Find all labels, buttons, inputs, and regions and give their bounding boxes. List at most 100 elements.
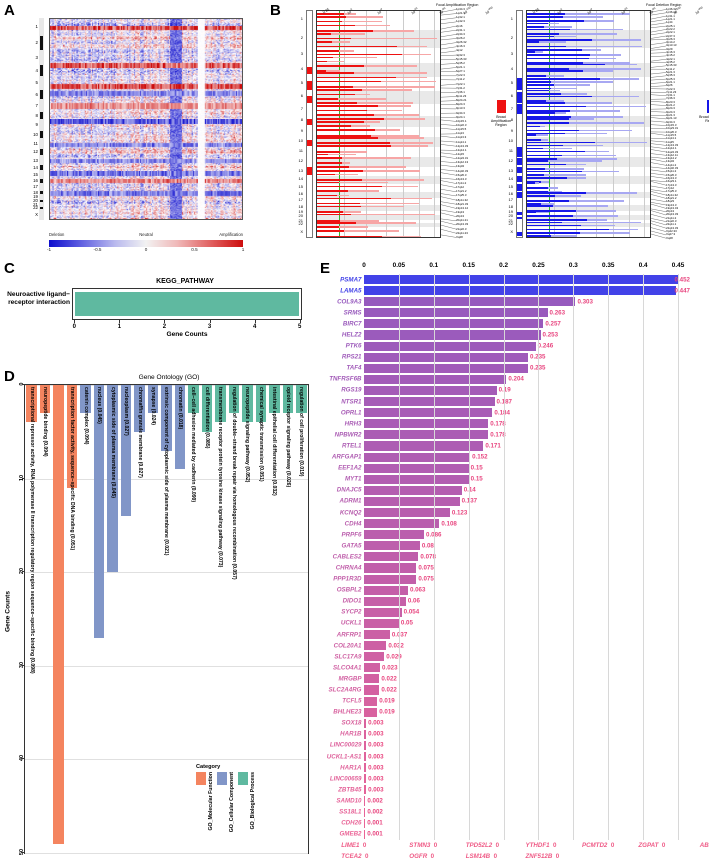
cytoband-label: 7q11.2 [456, 77, 465, 82]
gene-score-row: BIRC7 0.257 [343, 318, 692, 329]
gistic-peak [527, 87, 577, 90]
gene-name-label: OPRL1 [340, 409, 362, 417]
chromosome-label-3: 3 [35, 54, 38, 60]
gistic-peak [527, 200, 625, 202]
gene-score-bar [364, 585, 408, 595]
gistic-peak [527, 154, 616, 157]
gistic-peak-core [527, 33, 560, 35]
chrom-label-19: 19 [298, 208, 303, 214]
gistic-peak [527, 84, 591, 87]
chrom-label-21: 21 [298, 217, 303, 223]
go-legend-swatch [238, 772, 248, 785]
chromosome-label-7: 7 [35, 102, 38, 108]
cytoband-label: 17q25.3 [456, 193, 467, 198]
go-bar-label: neuropeptide binding (0.094) [42, 387, 49, 457]
gene-score-value: 0.003 [368, 753, 384, 761]
gene-score-value: 0.123 [451, 509, 468, 517]
gistic-peak [527, 35, 577, 38]
chromosome-label-5: 5 [35, 80, 38, 86]
gene-score-bar [364, 352, 528, 362]
gistic-peak-core [527, 87, 551, 90]
gene-score-row: MYT1 0.15 [345, 474, 692, 485]
cytoband-label: Xq28 [456, 234, 463, 239]
cytoband-label: 12q24.31 [456, 156, 469, 161]
gistic-peak-core [317, 65, 365, 67]
gistic-peak [527, 224, 615, 227]
gistic-peak-core [527, 13, 565, 15]
gistic-peak [527, 110, 621, 112]
gistic-peak [317, 194, 350, 197]
gene-score-bar [364, 430, 489, 440]
gene-score-bar [364, 763, 367, 773]
cytoband-label: 9q34.3 [666, 119, 675, 124]
chrom-label-4: 4 [300, 66, 303, 72]
gistic-peak-core [527, 68, 569, 71]
go-grid-line [25, 759, 308, 761]
gene-score-row: NPBWR2 0.178 [335, 429, 692, 440]
cytoband-label: 6q26 [666, 83, 673, 88]
go-bar-rect [242, 385, 253, 423]
chromosome-label-16: 16 [33, 178, 38, 184]
gistic-peak-core [527, 118, 570, 121]
gistic-peak [527, 186, 558, 189]
go-bar-label: cell−cell adhesion mediated by cadherin … [190, 387, 197, 503]
cytoband-label: 12q14.1 [456, 147, 467, 152]
cytoband-label: 16p13.3 [666, 176, 677, 181]
gene-score-value: 0.263 [549, 309, 566, 317]
go-legend: Category GO_Molecular Function GO_Cellula… [196, 764, 308, 832]
gistic-peak-core [527, 100, 547, 102]
cytoband-label: 22q13.33 [666, 225, 679, 230]
kegg-x-tick: 3 [207, 324, 212, 330]
cytoband-label: Xq27.3 [666, 232, 676, 237]
gistic-peak-core [317, 170, 363, 172]
zero-gene-entry: PCMTD2 0 [582, 842, 614, 849]
chrom-label-20: 20 [508, 213, 513, 219]
gene-name-label: TNFRSF6B [329, 375, 362, 383]
gene-name-label: BHLHE23 [333, 708, 362, 716]
cytoband-label: 18q21.2 [666, 195, 677, 200]
gistic-peak-core [317, 60, 328, 63]
gistic-peak [317, 120, 381, 123]
gistic-peak [527, 105, 646, 108]
gene-score-x-tick: 0 [362, 262, 366, 269]
chrom-label-9: 9 [510, 127, 513, 133]
gene-score-value: 0.003 [368, 775, 384, 783]
chromosome-label-4: 4 [35, 67, 38, 73]
chromosome-label-9: 9 [35, 122, 38, 128]
gene-score-value: 0.257 [545, 320, 561, 328]
zero-gene-entry: ZNF512B 0 [526, 853, 560, 860]
gene-score-value: 0.023 [382, 664, 398, 672]
go-bar-rect [296, 385, 307, 414]
gistic-peak [317, 162, 351, 165]
gistic-peak [317, 40, 351, 43]
cytoband-label: 10q23.31 [666, 126, 679, 131]
amplification-ideogram [306, 10, 313, 238]
kegg-tick-mark [254, 320, 256, 323]
gistic-peak-core [317, 179, 362, 181]
zero-gene-value: 0 [610, 842, 615, 849]
cytoband-label: 8q24.3 [456, 102, 465, 107]
chromosome-band [317, 223, 440, 228]
cytoband-label: 5p15.33 [456, 56, 467, 61]
gene-score-bar [364, 696, 378, 706]
cytoband-label: 13q34 [456, 164, 465, 169]
chromosome-label-X: X [35, 212, 38, 218]
gene-score-bar [364, 541, 420, 551]
gistic-peak [527, 39, 641, 42]
gistic-peak [527, 177, 586, 180]
go-bar-rect [107, 385, 118, 573]
cytoband-label: 2q22.1 [666, 30, 675, 35]
gistic-peak-core [527, 192, 587, 194]
gistic-peak [527, 221, 641, 224]
chrom-label-2: 2 [510, 34, 513, 40]
chrom-label-14: 14 [298, 175, 303, 181]
go-legend-swatch [217, 772, 227, 785]
gene-score-value: 0.08 [421, 542, 434, 550]
grid-line [576, 11, 578, 237]
gene-score-bar [364, 552, 419, 562]
gistic-peak [527, 102, 613, 104]
gistic-peak [527, 118, 595, 121]
kegg-title: KEGG_PATHWAY [156, 278, 214, 285]
chromosome-label-21: 21 [33, 202, 38, 208]
gistic-peak [527, 170, 620, 173]
